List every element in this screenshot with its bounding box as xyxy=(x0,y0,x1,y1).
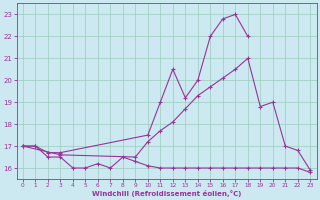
X-axis label: Windchill (Refroidissement éolien,°C): Windchill (Refroidissement éolien,°C) xyxy=(92,190,241,197)
